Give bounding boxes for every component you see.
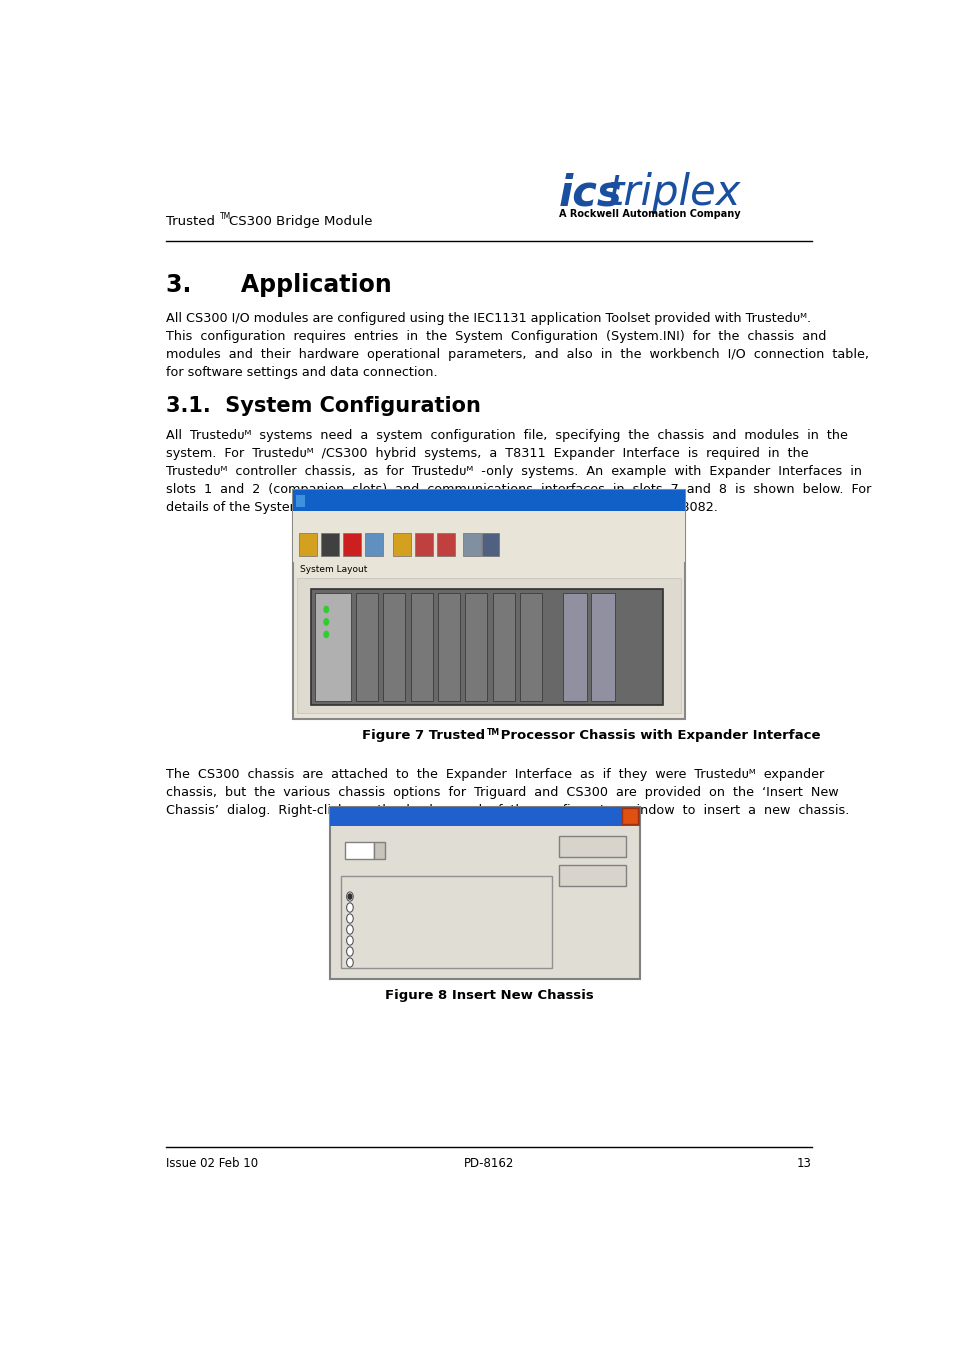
Text: Triguard MRB 01(1)S: Triguard MRB 01(1)S <box>358 936 451 946</box>
FancyBboxPatch shape <box>436 534 455 557</box>
Text: ics: ics <box>558 173 622 215</box>
Text: Trusted System Configuration Tool: Trusted System Configuration Tool <box>308 496 462 505</box>
FancyBboxPatch shape <box>492 593 515 701</box>
Text: Triguard MBB: Triguard MBB <box>358 915 418 923</box>
Text: 3.      Application: 3. Application <box>166 273 391 297</box>
FancyBboxPatch shape <box>590 593 614 701</box>
Text: X: X <box>626 812 633 821</box>
Text: ✓  OK: ✓ OK <box>577 842 607 851</box>
Text: A Rockwell Automation Company: A Rockwell Automation Company <box>558 209 740 219</box>
FancyBboxPatch shape <box>330 807 639 825</box>
Text: TM: TM <box>486 728 499 738</box>
FancyBboxPatch shape <box>343 534 360 557</box>
Text: Triguard MRB 04(4)M: Triguard MRB 04(4)M <box>358 925 453 934</box>
Text: Chassis Type: Chassis Type <box>347 880 409 889</box>
FancyBboxPatch shape <box>314 593 351 701</box>
FancyBboxPatch shape <box>374 843 384 859</box>
Text: All  Trustedᴜᴹ  systems  need  a  system  configuration  file,  specifying  the : All Trustedᴜᴹ systems need a system conf… <box>166 430 870 515</box>
FancyBboxPatch shape <box>330 807 639 978</box>
Text: ✗  Cancel: ✗ Cancel <box>566 871 618 881</box>
Circle shape <box>324 619 328 626</box>
FancyBboxPatch shape <box>293 490 684 719</box>
FancyBboxPatch shape <box>311 589 662 705</box>
FancyBboxPatch shape <box>355 593 377 701</box>
FancyBboxPatch shape <box>481 534 498 557</box>
Text: CS300 8162: CS300 8162 <box>358 947 414 957</box>
Text: The  CS300  chassis  are  attached  to  the  Expander  Interface  as  if  they  : The CS300 chassis are attached to the Ex… <box>166 767 848 816</box>
Circle shape <box>346 947 353 957</box>
Text: PD-8162: PD-8162 <box>463 1158 514 1170</box>
FancyBboxPatch shape <box>558 866 625 886</box>
Circle shape <box>346 958 353 967</box>
FancyBboxPatch shape <box>383 593 405 701</box>
Text: Logical Chassis Number:: Logical Chassis Number: <box>344 838 464 848</box>
Text: Processor Chassis with Expander Interface: Processor Chassis with Expander Interfac… <box>496 730 820 742</box>
Text: Triguard 8161: Triguard 8161 <box>358 902 421 912</box>
FancyBboxPatch shape <box>465 593 487 701</box>
FancyBboxPatch shape <box>621 808 638 824</box>
FancyBboxPatch shape <box>415 534 433 557</box>
Circle shape <box>346 925 353 934</box>
Text: Trusted: Trusted <box>166 215 214 228</box>
Text: All CS300 I/O modules are configured using the IEC1131 application Toolset provi: All CS300 I/O modules are configured usi… <box>166 312 868 378</box>
FancyBboxPatch shape <box>298 534 316 557</box>
Text: 13: 13 <box>797 1158 811 1170</box>
Circle shape <box>346 892 353 901</box>
FancyBboxPatch shape <box>519 593 541 701</box>
Text: CS300 Bridge Module: CS300 Bridge Module <box>229 215 372 228</box>
FancyBboxPatch shape <box>562 593 586 701</box>
Text: ▼: ▼ <box>376 848 382 854</box>
FancyBboxPatch shape <box>296 578 680 713</box>
Circle shape <box>346 902 353 912</box>
Text: File   Template   Communications   Help: File Template Communications Help <box>300 515 466 524</box>
Circle shape <box>346 913 353 923</box>
Text: CS300 BIC: CS300 BIC <box>358 958 405 967</box>
Circle shape <box>324 631 328 638</box>
FancyBboxPatch shape <box>344 843 374 859</box>
Text: System Layout: System Layout <box>300 566 367 574</box>
Text: Trusted: Trusted <box>358 892 392 901</box>
Circle shape <box>346 936 353 946</box>
Text: 3.1.  System Configuration: 3.1. System Configuration <box>166 396 480 416</box>
FancyBboxPatch shape <box>321 534 338 557</box>
FancyBboxPatch shape <box>410 593 433 701</box>
Text: triplex: triplex <box>606 173 740 215</box>
Text: Insert New Chassis: Insert New Chassis <box>335 812 428 821</box>
FancyBboxPatch shape <box>293 528 684 562</box>
FancyBboxPatch shape <box>462 534 480 557</box>
FancyBboxPatch shape <box>365 534 383 557</box>
Text: Issue 02 Feb 10: Issue 02 Feb 10 <box>166 1158 257 1170</box>
Text: TM: TM <box>219 212 231 220</box>
Circle shape <box>348 894 352 900</box>
Text: Figure 8 Insert New Chassis: Figure 8 Insert New Chassis <box>384 989 593 1002</box>
FancyBboxPatch shape <box>293 490 684 511</box>
Circle shape <box>324 607 328 612</box>
FancyBboxPatch shape <box>558 836 625 857</box>
FancyBboxPatch shape <box>341 875 551 969</box>
Text: 2: 2 <box>351 846 356 855</box>
FancyBboxPatch shape <box>295 494 305 508</box>
FancyBboxPatch shape <box>293 511 684 528</box>
FancyBboxPatch shape <box>393 534 410 557</box>
Text: Figure 7 Trusted: Figure 7 Trusted <box>362 730 485 742</box>
FancyBboxPatch shape <box>437 593 459 701</box>
